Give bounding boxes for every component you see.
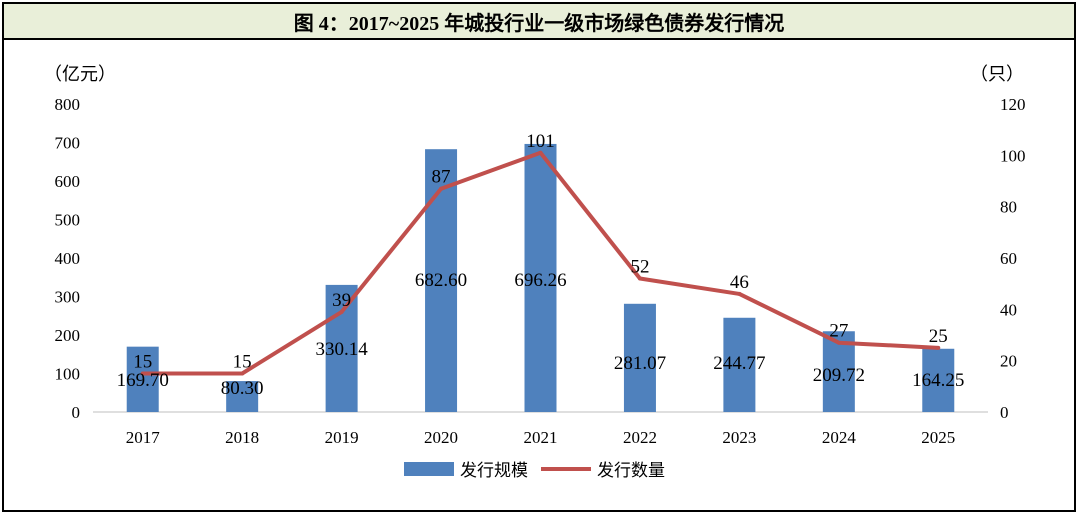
- y-right-tick-label: 120: [1000, 95, 1026, 114]
- y-left-tick-label: 800: [55, 95, 81, 114]
- line-point: [637, 276, 642, 281]
- y-left-tick-label: 100: [55, 365, 81, 384]
- bar: [325, 284, 358, 412]
- y-right-tick-label: 40: [1000, 300, 1017, 319]
- x-tick-label: 2024: [822, 428, 857, 447]
- line-value-label: 101: [526, 131, 555, 152]
- bar-value-label: 281.07: [614, 353, 666, 374]
- line-value-label: 15: [133, 352, 152, 373]
- y-right-tick-label: 20: [1000, 352, 1017, 371]
- line-series: [140, 150, 941, 376]
- line-point: [936, 345, 941, 350]
- line-point: [140, 371, 145, 376]
- x-tick-label: 2017: [126, 428, 161, 447]
- line-value-label: 87: [432, 167, 451, 188]
- bar-value-label: 169.70: [117, 370, 169, 391]
- x-tick-label: 2025: [921, 428, 955, 447]
- y-left-tick-label: 400: [55, 249, 81, 268]
- line-value-label: 52: [630, 257, 649, 278]
- bar-value-label: 696.26: [514, 270, 566, 291]
- line-value-label: 46: [730, 272, 749, 293]
- line-point: [737, 291, 742, 296]
- y-left-tick-label: 500: [55, 211, 81, 230]
- line-value-label: 15: [233, 352, 252, 373]
- y-left-tick-label: 300: [55, 288, 81, 307]
- x-tick-label: 2021: [524, 428, 558, 447]
- line-point: [339, 309, 344, 314]
- legend-label-bar: 发行规模: [460, 461, 528, 481]
- bar-value-label: 209.72: [813, 365, 865, 386]
- legend: 发行规模 发行数量: [404, 461, 665, 481]
- x-tick-label: 2023: [722, 428, 756, 447]
- y-right-tick-label: 0: [1000, 403, 1009, 422]
- legend-swatch-bar: [404, 462, 454, 476]
- y-right-tick-label: 60: [1000, 249, 1017, 268]
- line-value-label: 39: [332, 290, 351, 311]
- line-value-label: 27: [829, 321, 848, 342]
- bar: [922, 348, 955, 412]
- bar: [723, 317, 756, 412]
- y-right-tick-label: 80: [1000, 198, 1017, 217]
- bar-value-label: 80.30: [221, 378, 264, 399]
- y-left-tick-label: 0: [72, 403, 81, 422]
- y-left-tick-label: 200: [55, 326, 81, 345]
- chart-title: 图 4：2017~2025 年城投行业一级市场绿色债券发行情况: [293, 12, 785, 35]
- bar-series: [126, 143, 955, 413]
- axes: 0 100 200 300 400 500 600 700 800 0 20 40 60 80 100 120…: [44, 64, 1026, 447]
- bar: [126, 346, 159, 412]
- y-left-tick-label: 600: [55, 172, 81, 191]
- x-tick-label: 2020: [424, 428, 458, 447]
- legend-label-line: 发行数量: [597, 461, 665, 481]
- bar: [623, 303, 656, 412]
- y-left-tick-label: 700: [55, 134, 81, 153]
- y-left-unit: （亿元）: [44, 64, 116, 85]
- x-tick-label: 2018: [225, 428, 259, 447]
- bar-value-label: 330.14: [315, 339, 368, 360]
- chart-title-bar: 图 4：2017~2025 年城投行业一级市场绿色债券发行情况: [2, 2, 1076, 40]
- bar: [226, 381, 259, 412]
- bar: [524, 143, 557, 413]
- bar-value-label: 244.77: [713, 353, 765, 374]
- x-tick-label: 2019: [325, 428, 359, 447]
- y-right-unit: （只）: [970, 64, 1024, 85]
- bar-value-label: 682.60: [415, 270, 467, 291]
- line-point: [240, 371, 245, 376]
- x-tick-label: 2022: [623, 428, 657, 447]
- line-point: [836, 340, 841, 345]
- line-value-label: 25: [929, 326, 948, 347]
- line-point: [538, 150, 543, 155]
- bar: [425, 149, 458, 412]
- y-right-tick-label: 100: [1000, 146, 1026, 165]
- data-labels: 169.70 80.30 330.14 682.60 696.26 281.07 244.7…: [117, 131, 965, 399]
- line-point: [439, 186, 444, 191]
- bar-value-label: 164.25: [912, 370, 964, 391]
